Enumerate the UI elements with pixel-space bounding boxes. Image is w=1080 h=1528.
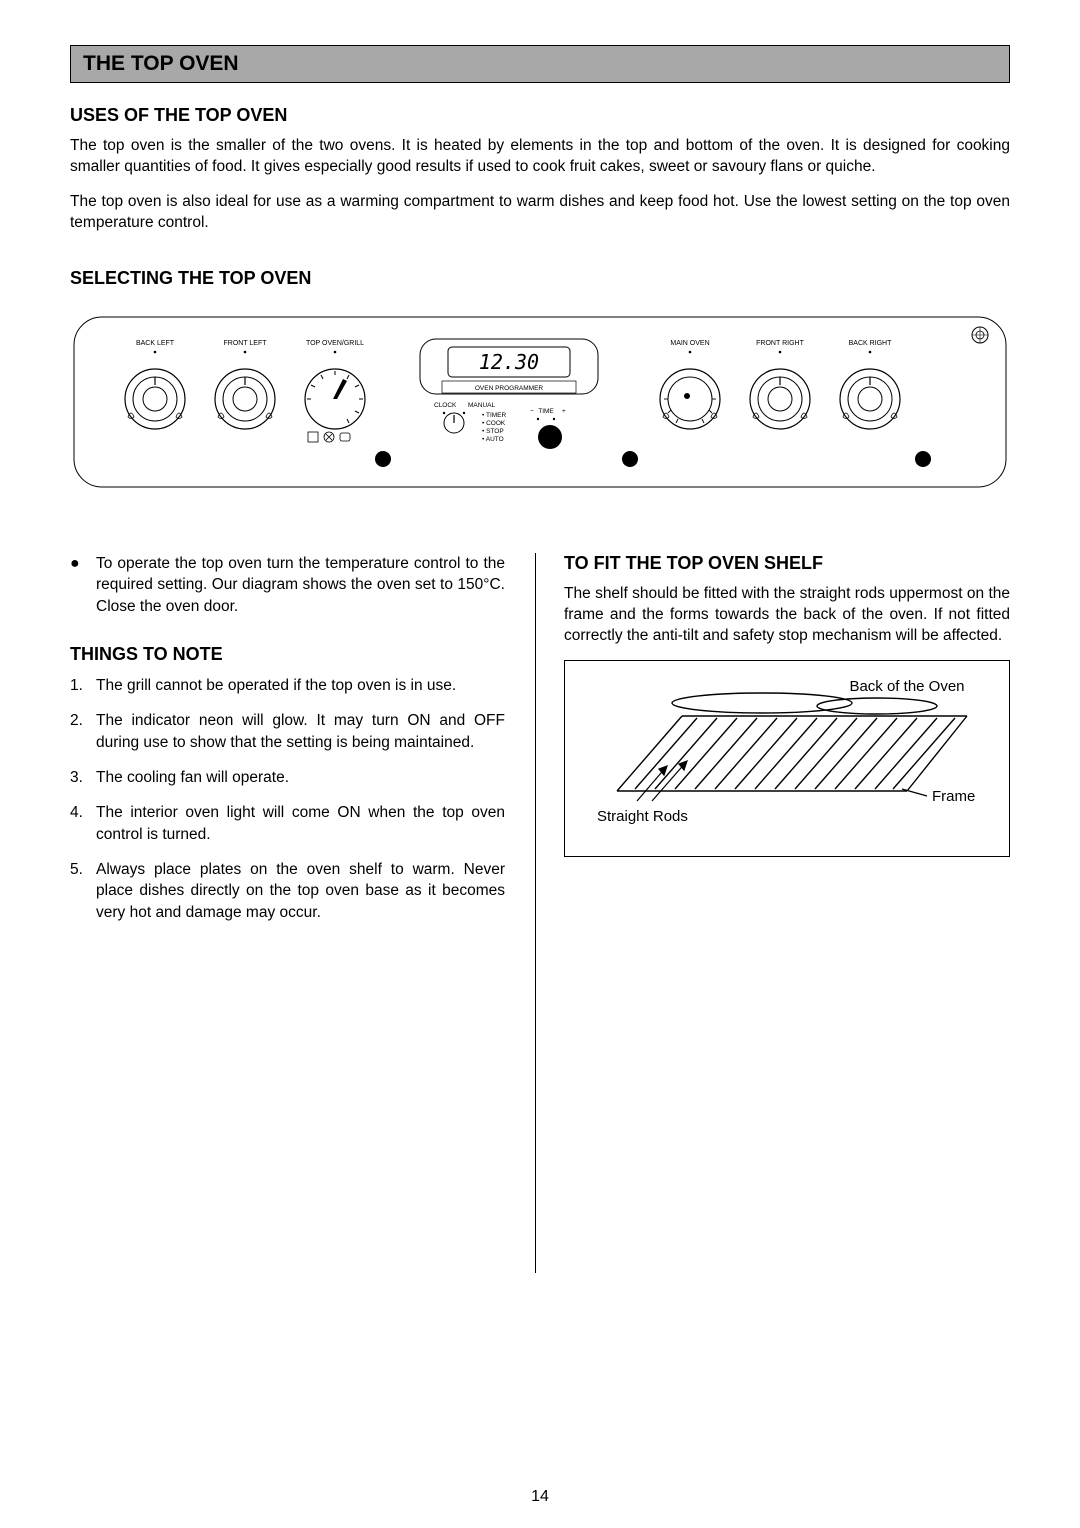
label-main-oven: MAIN OVEN — [670, 340, 709, 347]
shelf-svg: Back of the Oven — [577, 671, 997, 836]
label-stop: • STOP — [482, 428, 504, 435]
label-straight-rods: Straight Rods — [597, 808, 688, 825]
label-time-minus: − — [530, 408, 534, 415]
label-front-right: FRONT RIGHT — [756, 340, 804, 347]
uses-paragraph-1: The top oven is the smaller of the two o… — [70, 136, 1010, 178]
indicator-dot-center — [622, 451, 638, 467]
selecting-heading: SELECTING THE TOP OVEN — [70, 268, 1010, 289]
indicator-dot-left — [375, 451, 391, 467]
label-top-oven-grill: TOP OVEN/GRILL — [306, 340, 364, 347]
indicator-dot-right — [915, 451, 931, 467]
bullet-operate: ● To operate the top oven turn the tempe… — [70, 553, 505, 618]
page-container: THE TOP OVEN USES OF THE TOP OVEN The to… — [0, 0, 1080, 1528]
label-front-left: FRONT LEFT — [223, 340, 267, 347]
label-clock: CLOCK — [434, 402, 457, 409]
fit-heading: TO FIT THE TOP OVEN SHELF — [564, 553, 1010, 574]
note-item: 4.The interior oven light will come ON w… — [70, 802, 505, 845]
note-item: 1.The grill cannot be operated if the to… — [70, 675, 505, 696]
fit-paragraph: The shelf should be fitted with the stra… — [564, 584, 1010, 647]
label-back-right: BACK RIGHT — [849, 340, 893, 347]
left-column: ● To operate the top oven turn the tempe… — [70, 553, 505, 1273]
note-item: 3.The cooling fan will operate. — [70, 767, 505, 788]
page-number: 14 — [0, 1488, 1080, 1506]
label-back-left: BACK LEFT — [136, 340, 175, 347]
clock-time: 12.30 — [479, 350, 539, 374]
two-column-layout: ● To operate the top oven turn the tempe… — [70, 553, 1010, 1273]
note-text: Always place plates on the oven shelf to… — [96, 859, 505, 923]
label-auto: • AUTO — [482, 436, 504, 443]
notes-list: 1.The grill cannot be operated if the to… — [70, 675, 505, 923]
bullet-text: To operate the top oven turn the tempera… — [96, 553, 505, 618]
note-text: The grill cannot be operated if the top … — [96, 675, 456, 696]
panel-svg: BACK LEFT FRONT LEFT — [70, 299, 1010, 499]
right-column: TO FIT THE TOP OVEN SHELF The shelf shou… — [535, 553, 1010, 1273]
label-cook: • COOK — [482, 420, 506, 427]
note-item: 5.Always place plates on the oven shelf … — [70, 859, 505, 923]
label-frame: Frame — [932, 788, 975, 805]
label-oven-programmer: OVEN PROGRAMMER — [475, 385, 544, 392]
note-text: The interior oven light will come ON whe… — [96, 802, 505, 845]
uses-heading: USES OF THE TOP OVEN — [70, 105, 1010, 126]
uses-paragraph-2: The top oven is also ideal for use as a … — [70, 192, 1010, 234]
label-time: TIME — [538, 408, 554, 415]
shelf-diagram-box: Back of the Oven — [564, 660, 1010, 857]
label-manual: MANUAL — [468, 402, 495, 409]
note-text: The indicator neon will glow. It may tur… — [96, 710, 505, 753]
label-timer: • TIMER — [482, 412, 506, 419]
control-panel-diagram: BACK LEFT FRONT LEFT — [70, 299, 1010, 499]
label-time-plus: + — [562, 408, 566, 415]
things-heading: THINGS TO NOTE — [70, 644, 505, 665]
note-item: 2.The indicator neon will glow. It may t… — [70, 710, 505, 753]
label-back-of-oven: Back of the Oven — [849, 678, 964, 695]
note-text: The cooling fan will operate. — [96, 767, 289, 788]
bullet-mark: ● — [70, 553, 96, 618]
section-banner: THE TOP OVEN — [70, 45, 1010, 83]
banner-title: THE TOP OVEN — [83, 52, 239, 75]
